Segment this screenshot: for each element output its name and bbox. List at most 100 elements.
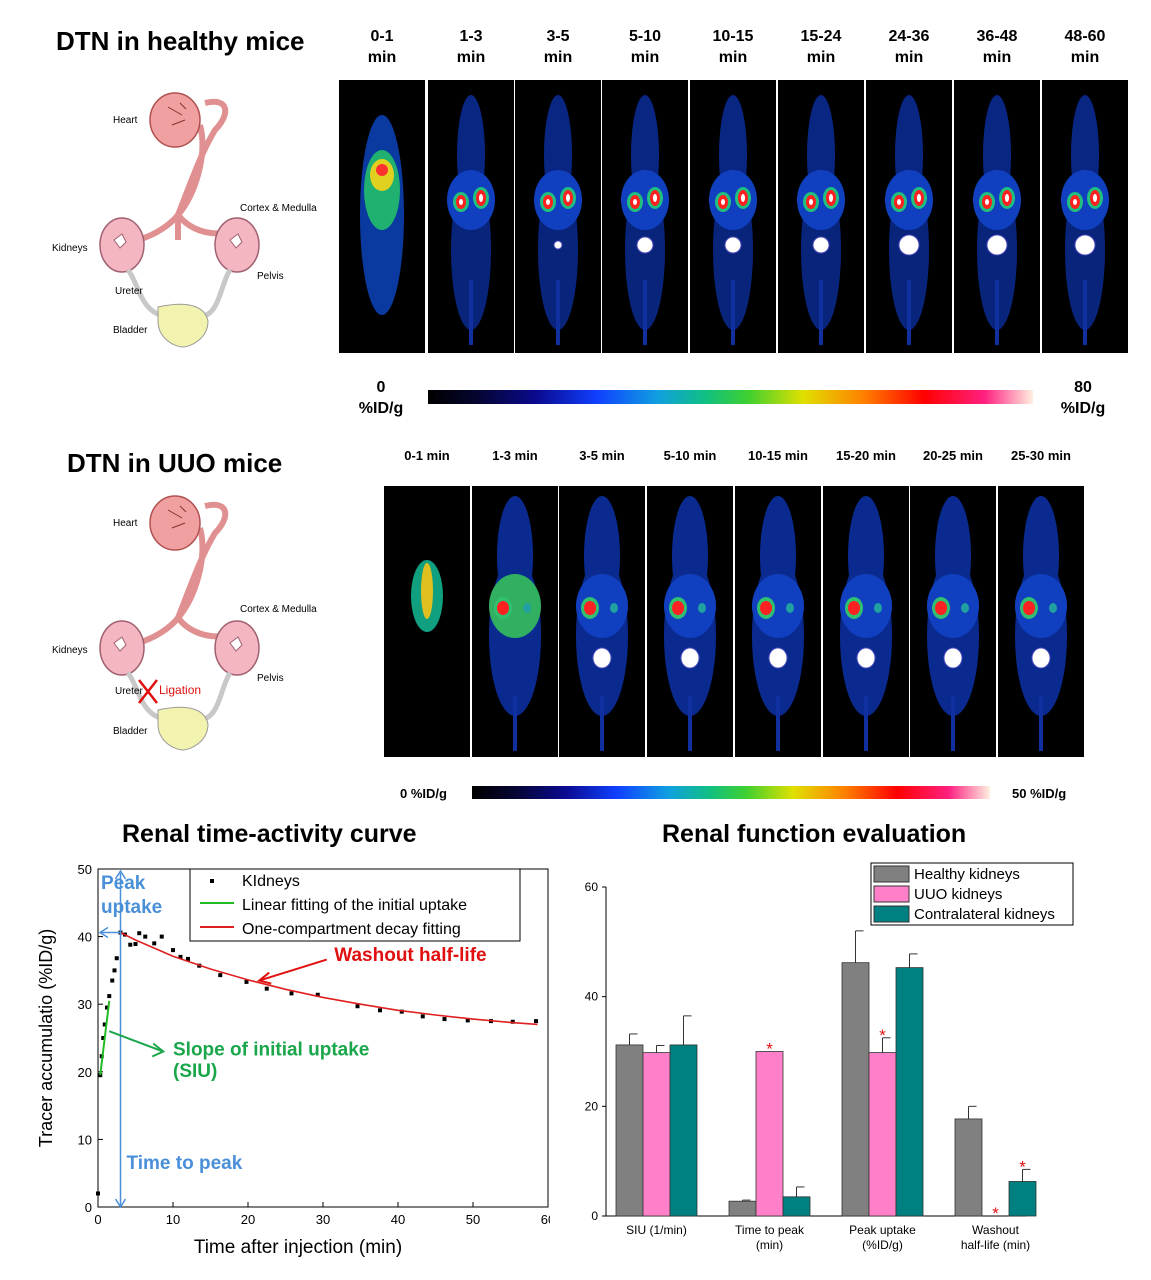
data-point	[96, 1191, 100, 1196]
data-point	[218, 973, 223, 978]
data-point	[355, 1004, 360, 1009]
legend-entry: KIdneys	[242, 873, 300, 890]
y-tick-label: 0	[591, 1209, 598, 1223]
bars-title: Renal function evaluation	[662, 820, 967, 848]
category-label: Washout	[972, 1223, 1020, 1237]
data-point	[510, 1019, 515, 1024]
bar	[895, 967, 924, 1217]
x-axis-label: Time after injection (min)	[194, 1237, 402, 1258]
legend-entry: Healthy kidneys	[914, 866, 1020, 883]
data-point	[442, 1017, 447, 1022]
bar	[868, 1052, 897, 1217]
ligation-mark	[138, 679, 158, 704]
legend-entry: Contralateral kidneys	[914, 906, 1055, 923]
anatomy-diagram-uuo: Heart Cortex & Medulla Kidneys Pelvis Ur…	[52, 495, 317, 751]
ligation-label: Ligation	[159, 683, 201, 697]
bar	[755, 1051, 784, 1217]
kidneys-label: Kidneys	[52, 243, 88, 254]
significance-star: *	[879, 1026, 886, 1045]
healthy-pet-image	[954, 80, 1040, 353]
kidneys-label: Kidneys	[52, 645, 88, 656]
uuo-frame-label: 20-25 min	[923, 448, 983, 463]
ureter-label: Ureter	[115, 686, 143, 697]
x-tick-label: 10	[166, 1212, 180, 1227]
healthy-frame-label: 10-15 min	[712, 28, 754, 66]
healthy-frame-label: 15-24 min	[800, 28, 842, 66]
data-point	[378, 1008, 382, 1013]
data-point	[152, 941, 157, 946]
uuo-pet-image	[384, 486, 470, 757]
y-tick-label: 20	[78, 1065, 92, 1080]
heart-label: Heart	[113, 518, 138, 529]
pelvis-label: Pelvis	[257, 673, 284, 684]
washout-arrow	[258, 958, 328, 982]
legend-swatch	[873, 905, 910, 923]
healthy-colorbar-min: 0 %ID/g	[358, 379, 404, 417]
peak-annotation: uptake	[101, 897, 162, 918]
x-tick-label: 60	[541, 1212, 550, 1227]
bar	[954, 1118, 983, 1217]
uuo-frame-label: 3-5 min	[579, 448, 625, 463]
data-point	[244, 979, 249, 984]
bar	[728, 1200, 757, 1217]
uuo-frame-label: 25-30 min	[1011, 448, 1071, 463]
healthy-frame-label: 5-10 min	[628, 28, 662, 66]
y-tick-label: 20	[585, 1099, 599, 1113]
significance-star: *	[992, 1204, 999, 1223]
bar	[1008, 1181, 1037, 1217]
healthy-frame-label: 36-48 min	[976, 28, 1018, 66]
uuo-frame-label: 15-20 min	[836, 448, 896, 463]
uuo-pet-image	[559, 486, 645, 757]
data-point	[465, 1018, 470, 1023]
data-point	[264, 986, 269, 991]
bar	[841, 962, 870, 1217]
data-point	[114, 956, 119, 961]
x-tick-label: 30	[316, 1212, 330, 1227]
data-point	[143, 934, 148, 939]
uuo-frame-label: 5-10 min	[663, 448, 717, 463]
anatomy-diagram-healthy: Heart Cortex & Medulla Kidneys Pelvis Ur…	[52, 92, 317, 348]
data-point	[420, 1014, 425, 1019]
healthy-colorbar-max: 80 %ID/g	[1060, 379, 1106, 417]
healthy-frame-label: 3-5 min	[543, 28, 573, 66]
uuo-frame-label: 1-3 min	[492, 448, 538, 463]
data-point	[399, 1009, 404, 1014]
x-tick-label: 40	[391, 1212, 405, 1227]
healthy-pet-image	[602, 80, 688, 353]
uuo-pet-image	[998, 486, 1084, 757]
uuo-colorbar-max: 50 %ID/g	[1012, 786, 1067, 801]
category-label: half-life (min)	[961, 1238, 1030, 1252]
y-axis-label: Tracer accumulatio (%ID/g)	[36, 929, 56, 1147]
uuo-pet-image	[472, 486, 558, 757]
bar	[615, 1044, 644, 1217]
uuo-pet-image	[910, 486, 996, 757]
x-tick-label: 20	[241, 1212, 255, 1227]
time-to-peak-annotation: Time to peak	[127, 1153, 243, 1174]
data-point	[107, 994, 112, 999]
data-point	[186, 956, 190, 961]
category-label: (%ID/g)	[862, 1238, 903, 1252]
healthy-pet-image	[339, 80, 425, 353]
x-tick-label: 50	[466, 1212, 480, 1227]
cortex-label: Cortex & Medulla	[240, 203, 317, 214]
bar	[782, 1196, 811, 1217]
healthy-pet-image	[778, 80, 864, 353]
bars-legend: Healthy kidneys UUO kidneys Contralateral …	[870, 862, 1074, 926]
uuo-colorbar-min: 0 %ID/g	[400, 786, 447, 801]
siu-arrow	[108, 1030, 164, 1053]
healthy-colorbar	[428, 390, 1033, 404]
significance-star: *	[766, 1040, 773, 1059]
data-point	[534, 1019, 538, 1024]
y-tick-label: 40	[78, 930, 92, 945]
curve-title: Renal time-activity curve	[122, 820, 417, 848]
data-point	[171, 948, 175, 953]
healthy-pet-image	[515, 80, 601, 353]
data-point	[105, 1005, 109, 1010]
category-label: SIU (1/min)	[626, 1223, 687, 1237]
y-tick-label: 50	[78, 862, 92, 877]
data-point	[102, 1022, 107, 1027]
curve-legend: KIdneys Linear fitting of the initial upt…	[189, 868, 521, 942]
siu-annotation: Slope of initial uptake	[173, 1040, 369, 1061]
data-point	[315, 992, 320, 997]
y-tick-label: 10	[78, 1132, 92, 1147]
